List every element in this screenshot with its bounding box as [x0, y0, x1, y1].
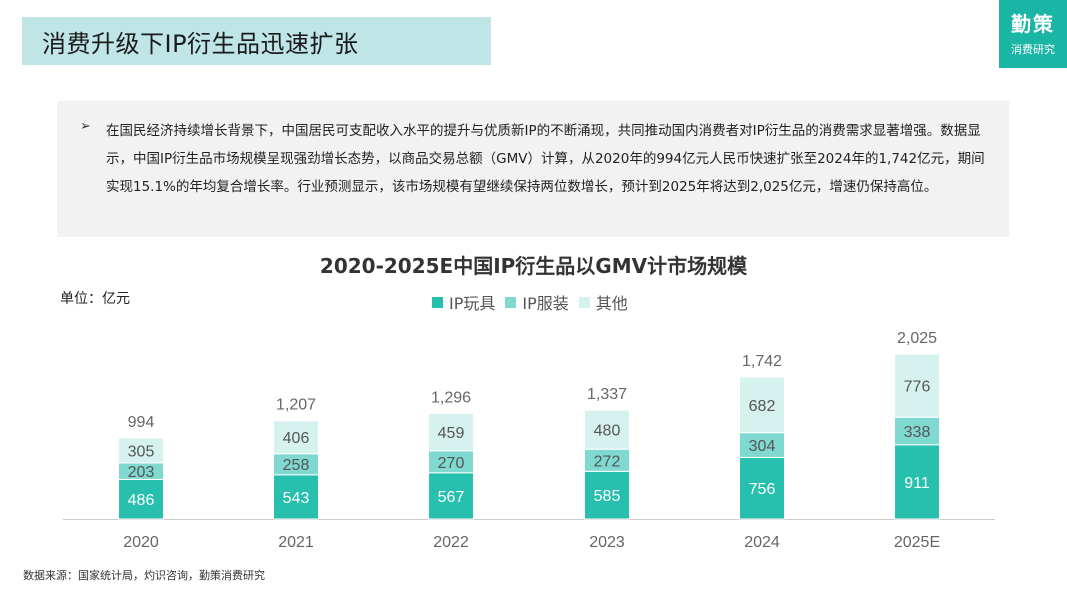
total-label: 994: [128, 414, 155, 431]
data-label: 776: [904, 379, 931, 396]
legend-label-toys: IP玩具: [449, 294, 496, 313]
unit-label: 单位：亿元: [60, 291, 130, 307]
data-label: 304: [749, 438, 776, 455]
legend-swatch-toys: [432, 296, 443, 308]
total-label: 2,025: [897, 330, 937, 347]
x-tick-label: 2025E: [894, 534, 940, 551]
total-label: 1,207: [276, 397, 316, 414]
brand-subtitle: 消费研究: [1011, 43, 1055, 56]
data-label: 543: [283, 490, 310, 507]
legend-item-apparel: IP服装: [505, 290, 569, 314]
bar-segment: [894, 353, 940, 418]
data-label: 486: [128, 492, 155, 509]
data-label: 270: [438, 455, 465, 472]
legend-swatch-other: [578, 296, 590, 308]
legend-label-other: 其他: [595, 294, 628, 313]
bar-segment: [273, 474, 319, 520]
data-label: 459: [438, 425, 465, 442]
data-label: 338: [904, 424, 931, 441]
data-label: 911: [904, 475, 930, 492]
bar-segment: [584, 409, 630, 450]
total-label: 1,296: [431, 389, 471, 406]
bar-segment: [739, 376, 785, 434]
bar-segment: [739, 432, 785, 458]
data-label: 305: [128, 443, 155, 460]
bar-segment: [118, 437, 164, 464]
x-tick-label: 2023: [589, 534, 625, 551]
bullet-arrow-icon: ➢: [80, 119, 91, 134]
bar-segment: [894, 444, 940, 520]
legend-item-other: 其他: [578, 290, 628, 314]
chart-legend: IP玩具 IP服装 其他: [432, 290, 628, 314]
data-label: 258: [283, 457, 310, 474]
brand-name: 勤策: [1011, 12, 1055, 36]
legend-item-toys: IP玩具: [432, 290, 495, 314]
data-label: 756: [749, 481, 776, 498]
data-label: 585: [594, 488, 621, 505]
summary-box: ➢ 在国民经济持续增长背景下，中国居民可支配收入水平的提升与优质新IP的不断涌现…: [57, 101, 1009, 237]
source-note: 数据来源：国家统计局，灼识咨询，勤策消费研究: [23, 569, 265, 582]
x-tick-label: 2021: [278, 534, 314, 551]
legend-swatch-apparel: [505, 296, 517, 308]
data-label: 203: [128, 464, 155, 481]
data-label: 406: [283, 430, 310, 447]
x-tick-label: 2020: [123, 534, 159, 551]
bar-segment: [118, 478, 164, 520]
page-title-box: 消费升级下IP衍生品迅速扩张: [22, 17, 491, 65]
x-tick-label: 2024: [744, 534, 780, 551]
x-tick-label: 2022: [433, 534, 469, 551]
brand-logo: 勤策 消费研究: [999, 0, 1067, 68]
chart-title: 2020-2025E中国IP衍生品以GMV计市场规模: [319, 254, 748, 278]
legend-label-apparel: IP服装: [522, 294, 569, 313]
data-label: 480: [594, 423, 621, 440]
bar-segment: [273, 420, 319, 455]
total-label: 1,337: [587, 386, 627, 403]
bar-segment: [428, 412, 474, 452]
page-title: 消费升级下IP衍生品迅速扩张: [42, 29, 359, 58]
data-label: 272: [594, 453, 621, 470]
total-label: 1,742: [742, 353, 782, 370]
bar-segment: [428, 472, 474, 520]
data-label: 567: [438, 489, 465, 506]
data-label: 682: [749, 398, 776, 415]
summary-text: 在国民经济持续增长背景下，中国居民可支配收入水平的提升与优质新IP的不断涌现，共…: [106, 123, 985, 195]
